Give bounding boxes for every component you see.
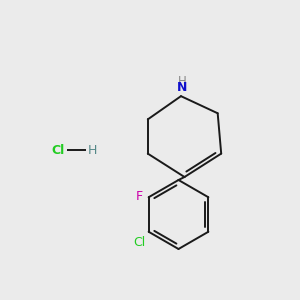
Text: Cl: Cl bbox=[51, 143, 64, 157]
Text: Cl: Cl bbox=[134, 236, 146, 249]
Text: N: N bbox=[177, 81, 188, 94]
Text: H: H bbox=[88, 143, 97, 157]
Text: F: F bbox=[136, 190, 143, 202]
Text: H: H bbox=[178, 75, 187, 88]
